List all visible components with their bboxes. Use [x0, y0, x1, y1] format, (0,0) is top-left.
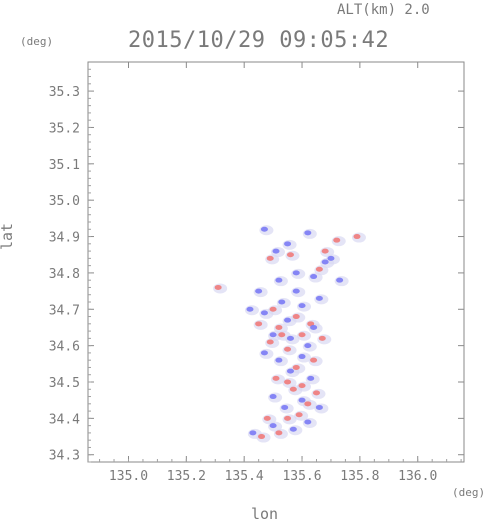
echo-cell-positive [312, 390, 320, 396]
echo-cell-positive [214, 284, 222, 290]
echo-cell-positive [315, 266, 323, 272]
y-tick-label: 34.4 [49, 412, 80, 427]
echo-cell-positive [284, 346, 292, 352]
echo-cell-negative [246, 306, 254, 312]
echo-cell-negative [260, 310, 268, 316]
echo-cell-positive [333, 237, 341, 243]
echo-cell-positive [278, 332, 286, 338]
echo-cell-positive [318, 335, 326, 341]
echo-cell-positive [284, 379, 292, 385]
echo-cell-negative [304, 343, 312, 349]
echo-cell-positive [263, 415, 271, 421]
y-tick-label: 35.3 [49, 85, 80, 100]
y-tick-label: 35.0 [49, 194, 80, 209]
y-tick-label: 35.2 [49, 121, 80, 136]
echo-cell-positive [269, 306, 277, 312]
echo-cell-negative [298, 397, 306, 403]
echo-cell-positive [298, 383, 306, 389]
echo-cell-negative [315, 404, 323, 410]
echo-cell-negative [281, 404, 289, 410]
echo-cell-negative [298, 303, 306, 309]
y-tick-label: 34.9 [49, 231, 80, 246]
x-tick-label: 135.4 [225, 469, 264, 484]
x-unit-label: (deg) [452, 486, 486, 499]
echo-cell-positive [304, 401, 312, 407]
echo-cell-positive [258, 434, 266, 440]
echo-cell-negative [272, 248, 280, 254]
echo-cell-positive [353, 234, 361, 240]
echo-cell-positive [321, 248, 329, 254]
echo-cell-negative [255, 288, 263, 294]
echo-cell-negative [286, 335, 294, 341]
echo-cell-negative [310, 324, 318, 330]
echo-cell-positive [275, 430, 283, 436]
echo-cell-negative [304, 230, 312, 236]
echo-cell-negative [327, 255, 335, 261]
echo-cell-positive [295, 412, 303, 418]
echo-cell-negative [278, 299, 286, 305]
echo-cell-negative [315, 295, 323, 301]
echo-cell-negative [269, 423, 277, 429]
echo-cell-negative [304, 419, 312, 425]
y-tick-label: 34.5 [49, 376, 80, 391]
echo-cell-positive [310, 357, 318, 363]
y-tick-label: 34.6 [49, 340, 80, 355]
echo-cell-positive [292, 314, 300, 320]
x-tick-label: 135.0 [109, 469, 148, 484]
echo-cell-negative [321, 259, 329, 265]
echo-cell-positive [275, 324, 283, 330]
y-axis-label: lat [0, 222, 16, 250]
echo-cell-negative [275, 277, 283, 283]
echo-cell-negative [289, 426, 297, 432]
echo-cell-positive [272, 375, 280, 381]
echo-cell-negative [310, 274, 318, 280]
x-tick-label: 136.0 [398, 469, 437, 484]
y-tick-label: 34.8 [49, 267, 80, 282]
echo-cell-negative [292, 270, 300, 276]
axis-ticks: 34.3 34.4 34.5 34.6 34.7 34.8 34.9 35.0 35.1 35.2… [49, 62, 464, 484]
echo-cell-negative [298, 354, 306, 360]
echo-cell-negative [284, 241, 292, 247]
echo-cell-positive [286, 252, 294, 258]
y-tick-label: 34.3 [49, 449, 80, 464]
echo-cell-negative [269, 394, 277, 400]
y-tick-label: 34.7 [49, 303, 80, 318]
echo-cell-negative [286, 368, 294, 374]
echo-cell-negative [249, 430, 257, 436]
echo-cell-positive [298, 332, 306, 338]
echo-cell-negative [284, 317, 292, 323]
echo-cell-positive [292, 364, 300, 370]
plot-frame [87, 61, 465, 463]
timestamp-title: 2015/10/29 09:05:42 [128, 28, 390, 53]
echo-cell-negative [269, 332, 277, 338]
echo-cell-negative [292, 288, 300, 294]
echo-cell-positive [266, 339, 274, 345]
y-tick-label: 35.1 [49, 158, 80, 173]
echo-cell-negative [307, 375, 315, 381]
echo-cell-negative [336, 277, 344, 283]
echo-cell-negative [275, 357, 283, 363]
echo-cell-positive [289, 386, 297, 392]
echo-cell-positive [307, 321, 315, 327]
data-marks [213, 225, 366, 443]
x-axis-label: lon [251, 505, 279, 523]
echo-cell-positive [266, 255, 274, 261]
echo-cell-negative [260, 350, 268, 356]
x-tick-label: 135.6 [282, 469, 321, 484]
x-tick-label: 135.8 [340, 469, 379, 484]
echo-cell-negative [260, 226, 268, 232]
y-unit-label: (deg) [20, 35, 54, 48]
altitude-label: ALT(km) 2.0 [337, 2, 430, 18]
echo-cell-positive [284, 415, 292, 421]
echo-cell-positive [255, 321, 263, 327]
x-tick-label: 135.2 [167, 469, 206, 484]
